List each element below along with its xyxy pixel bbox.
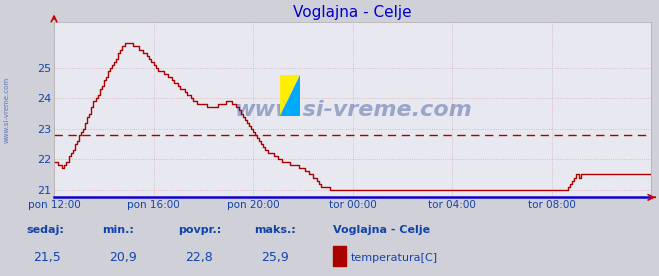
Polygon shape [280,75,300,116]
Text: 21,5: 21,5 [34,251,61,264]
Title: Voglajna - Celje: Voglajna - Celje [293,4,412,20]
Text: www.si-vreme.com: www.si-vreme.com [234,100,471,120]
Text: maks.:: maks.: [254,225,295,235]
Text: povpr.:: povpr.: [178,225,221,235]
Text: 25,9: 25,9 [261,251,289,264]
Text: 20,9: 20,9 [109,251,137,264]
Text: sedaj:: sedaj: [26,225,64,235]
Text: www.si-vreme.com: www.si-vreme.com [3,77,10,144]
Text: min.:: min.: [102,225,134,235]
Polygon shape [280,75,300,116]
Text: Voglajna - Celje: Voglajna - Celje [333,225,430,235]
Text: temperatura[C]: temperatura[C] [351,253,438,263]
Text: 22,8: 22,8 [185,251,213,264]
